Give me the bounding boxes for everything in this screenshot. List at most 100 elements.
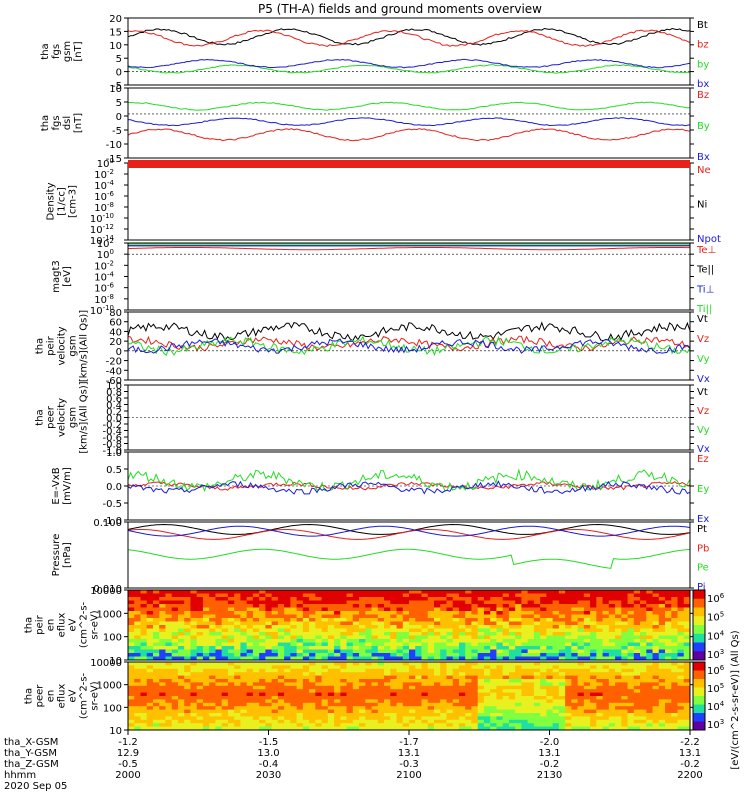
heatmap-cell [171, 614, 179, 619]
heatmap-cell [658, 632, 666, 636]
heatmap-cell [546, 662, 554, 666]
heatmap-cell [521, 618, 529, 622]
heatmap-cell [265, 597, 273, 601]
heatmap-cell [128, 716, 135, 721]
heatmap-cell [227, 590, 235, 594]
heatmap-cell [146, 702, 154, 707]
heatmap-cell [265, 709, 273, 714]
heatmap-cell [671, 632, 679, 636]
heatmap-cell [608, 635, 616, 640]
heatmap-cell [658, 646, 666, 650]
heatmap-cell [590, 628, 597, 633]
heatmap-cell [290, 675, 298, 680]
heatmap-cell [402, 692, 410, 697]
heatmap-cell [583, 702, 591, 707]
heatmap-cell [415, 646, 422, 650]
heatmap-cell [315, 642, 323, 647]
heatmap-cell [246, 696, 254, 700]
heatmap-cell [515, 685, 522, 690]
colorbar-tick-label: 105 [707, 682, 724, 695]
heatmap-cell [209, 702, 216, 707]
heatmap-cell [446, 597, 454, 601]
heatmap-cell [665, 635, 672, 640]
heatmap-cell [346, 590, 354, 594]
heatmap-cell [246, 600, 254, 605]
heatmap-cell [409, 611, 416, 615]
heatmap-cell [309, 685, 316, 690]
heatmap-cell [184, 702, 191, 707]
heatmap-cell [458, 689, 466, 694]
heatmap-cell [327, 665, 335, 670]
heatmap-cell [384, 597, 391, 601]
y-tick-label: 1000 [97, 609, 122, 620]
heatmap-cell [571, 597, 579, 601]
heatmap-cell [440, 635, 447, 640]
heatmap-cell [246, 632, 254, 636]
colorbar-segment [693, 721, 705, 731]
colorbar-tick-label: 106 [707, 664, 725, 677]
y-tick-label: 1.0 [106, 381, 122, 392]
heatmap-cell [340, 679, 348, 683]
heatmap-cell [302, 723, 310, 728]
heatmap-cell [402, 713, 410, 717]
heatmap-cell [359, 665, 366, 670]
heatmap-cell [140, 600, 148, 605]
heatmap-cell [446, 628, 454, 633]
heatmap-cell [565, 618, 572, 622]
y-tick-label: 100 [103, 703, 122, 714]
heatmap-cell [371, 719, 379, 724]
panel-frame [127, 521, 691, 589]
heatmap-cell [246, 614, 254, 619]
heatmap-cell [365, 716, 373, 721]
heatmap-cell [546, 593, 554, 598]
heatmap-cell [277, 723, 285, 728]
heatmap-cell [302, 653, 310, 657]
heatmap-cell [371, 689, 379, 694]
heatmap-cell [646, 642, 654, 647]
heatmap-cell [177, 682, 185, 687]
heatmap-cell [346, 696, 354, 700]
heatmap-cell [458, 662, 466, 666]
heatmap-cell [209, 628, 216, 633]
heatmap-cell [621, 682, 629, 687]
heatmap-cell [334, 716, 341, 721]
heatmap-cell [196, 607, 204, 612]
heatmap-cell [128, 682, 135, 687]
heatmap-cell [621, 668, 629, 673]
heatmap-cell [590, 656, 597, 661]
heatmap-cell [433, 649, 441, 654]
y-axis-label: fgs [51, 44, 62, 59]
heatmap-cell [458, 611, 466, 615]
heatmap-cell [252, 665, 260, 670]
heatmap-cell [596, 632, 604, 636]
heatmap-cell [277, 665, 285, 670]
heatmap-cell [465, 709, 472, 714]
heatmap-cell [577, 662, 585, 666]
heatmap-cell [221, 662, 229, 666]
heatmap-cell [440, 642, 447, 647]
heatmap-cell [471, 709, 479, 714]
heatmap-cell [315, 696, 323, 700]
heatmap-cell [652, 682, 660, 687]
heatmap-cell [415, 662, 422, 666]
heatmap-cell [252, 621, 260, 626]
heatmap-cell [571, 668, 579, 673]
heatmap-cell [128, 672, 135, 677]
heatmap-cell [558, 679, 566, 683]
heatmap-cell [234, 672, 241, 677]
heatmap-cell [171, 635, 179, 640]
heatmap-cell [577, 646, 585, 650]
heatmap-cell [165, 662, 173, 666]
heatmap-cell [190, 662, 198, 666]
heatmap-cell [490, 611, 497, 615]
heatmap-cell [184, 675, 191, 680]
heatmap-cell [596, 668, 604, 673]
heatmap-cell [646, 662, 654, 666]
heatmap-cell [409, 726, 416, 731]
heatmap-cell [452, 593, 460, 598]
heatmap-cell [483, 625, 491, 629]
heatmap-cell [177, 719, 185, 724]
heatmap-cell [521, 726, 529, 731]
heatmap-cell [409, 600, 416, 605]
heatmap-cell [315, 593, 323, 598]
